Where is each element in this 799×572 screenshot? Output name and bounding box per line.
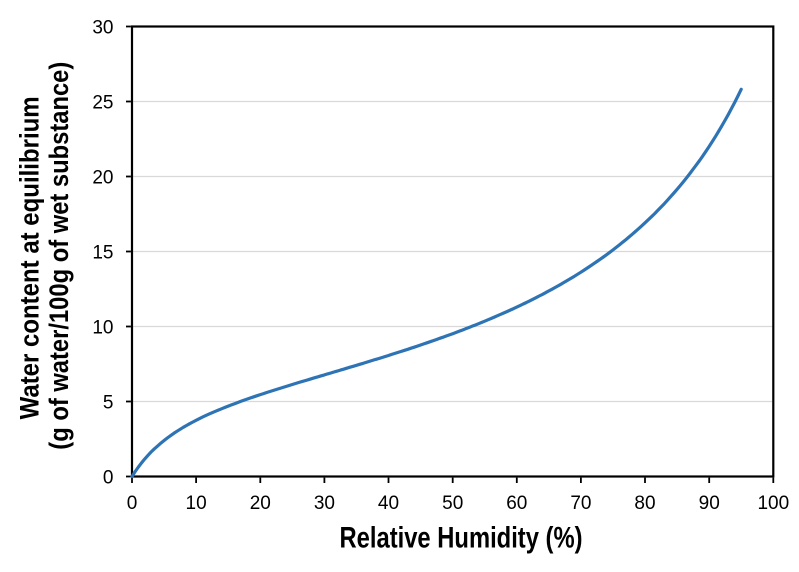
svg-text:10: 10: [186, 493, 207, 514]
svg-text:10: 10: [92, 317, 113, 338]
svg-text:30: 30: [314, 493, 335, 514]
svg-text:100: 100: [757, 493, 789, 514]
svg-text:70: 70: [570, 493, 591, 514]
svg-text:40: 40: [378, 493, 399, 514]
svg-text:50: 50: [442, 493, 463, 514]
svg-text:30: 30: [92, 17, 113, 38]
svg-text:90: 90: [699, 493, 720, 514]
svg-text:(g of water/100g of wet substa: (g of water/100g of wet substance): [44, 62, 74, 450]
svg-text:25: 25: [92, 92, 113, 113]
svg-text:0: 0: [127, 493, 138, 514]
svg-text:5: 5: [103, 392, 114, 413]
svg-text:80: 80: [634, 493, 655, 514]
svg-text:Relative Humidity (%): Relative Humidity (%): [340, 522, 583, 555]
svg-text:0: 0: [103, 467, 114, 488]
svg-text:60: 60: [506, 493, 527, 514]
svg-text:20: 20: [92, 167, 113, 188]
svg-text:15: 15: [92, 242, 113, 263]
svg-text:Water content at equilibrium: Water content at equilibrium: [15, 96, 45, 419]
svg-text:20: 20: [250, 493, 271, 514]
